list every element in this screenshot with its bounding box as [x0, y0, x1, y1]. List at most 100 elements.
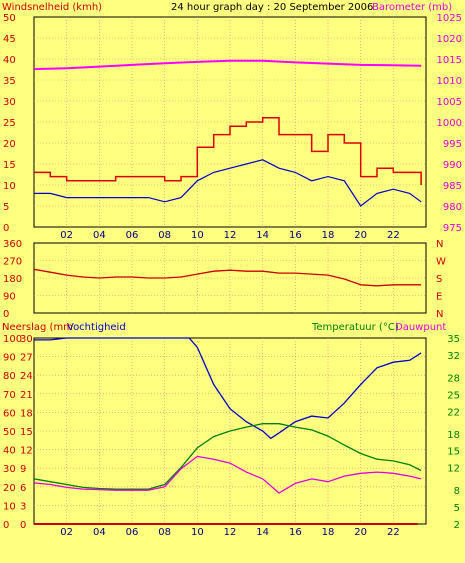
humidity-tick-label: 10 — [3, 501, 16, 512]
wind-axis-label: Windsnelheid (kmh) — [2, 2, 102, 13]
wind-tick-label: 20 — [3, 139, 16, 150]
series-layer — [33, 59, 422, 525]
compass-label: N — [436, 309, 443, 320]
barometer-tick-label: 975 — [443, 223, 462, 234]
barometer-line — [33, 59, 422, 71]
barometer-tick-label: 1000 — [437, 118, 462, 129]
wind-avg-line — [34, 159, 422, 207]
wind-tick-label: 5 — [3, 202, 9, 213]
rain-tick-label: 3 — [20, 501, 26, 512]
x-tick-label: 20 — [354, 527, 367, 538]
rain-tick-label: 12 — [20, 446, 33, 457]
humidity-tick-label: 0 — [3, 520, 9, 531]
direction-tick-label: 90 — [3, 292, 16, 303]
humidity-axis-label: Vochtigheid — [67, 322, 126, 333]
compass-label: S — [436, 274, 442, 285]
compass-label: N — [436, 239, 443, 250]
temperature-tick-label: 28 — [447, 373, 460, 384]
x-tick-label: 16 — [289, 230, 302, 241]
temperature-tick-label: 25 — [447, 390, 460, 401]
wind-tick-label: 10 — [3, 181, 16, 192]
barometer-tick-label: 990 — [443, 160, 462, 171]
humidity-tick-label: 30 — [3, 464, 16, 475]
humidity-tick-label: 40 — [3, 446, 16, 457]
humidity-tick-label: 60 — [3, 408, 16, 419]
humidity-tick-label: 70 — [3, 390, 16, 401]
temperature-axis-label: Temperatuur (°C) — [311, 322, 399, 333]
temperature-tick-label: 8 — [454, 486, 460, 497]
x-tick-label: 10 — [191, 230, 204, 241]
temperature-tick-label: 22 — [447, 407, 460, 418]
rain-tick-label: 9 — [20, 464, 26, 475]
temperature-tick-label: 18 — [447, 430, 460, 441]
dewpoint-axis-label: Dauwpunt — [395, 322, 446, 333]
x-tick-label: 08 — [158, 527, 171, 538]
axis-ticks: 0510152025303540455097598098599099510001… — [3, 13, 462, 538]
rain-axis-label: Neerslag (mm — [2, 322, 73, 333]
x-tick-label: 22 — [387, 527, 400, 538]
wind-tick-label: 0 — [3, 223, 9, 234]
barometer-tick-label: 995 — [443, 139, 462, 150]
wind-tick-label: 45 — [3, 34, 16, 45]
humidity-tick-label: 90 — [3, 353, 16, 364]
wind-tick-label: 50 — [3, 13, 16, 24]
wind-gust-line — [34, 117, 422, 185]
temperature-tick-label: 35 — [447, 334, 460, 345]
x-tick-label: 14 — [256, 527, 269, 538]
barometer-tick-label: 1005 — [437, 97, 462, 108]
x-tick-label: 16 — [289, 527, 302, 538]
rain-tick-label: 24 — [20, 371, 33, 382]
temperature-tick-label: 2 — [454, 520, 460, 531]
direction-tick-label: 0 — [3, 309, 9, 320]
x-tick-label: 18 — [322, 527, 335, 538]
grid-lines — [34, 17, 426, 524]
barometer-tick-label: 1025 — [437, 13, 462, 24]
wind-direction-line — [33, 268, 422, 287]
barometer-tick-label: 985 — [443, 181, 462, 192]
x-tick-label: 22 — [387, 230, 400, 241]
barometer-tick-label: 1015 — [437, 55, 462, 66]
temperature-tick-label: 12 — [447, 464, 460, 475]
barometer-axis-label: Barometer (mb) — [372, 2, 452, 13]
x-tick-label: 08 — [158, 230, 171, 241]
direction-tick-label: 270 — [3, 257, 22, 268]
x-tick-label: 18 — [322, 230, 335, 241]
rain-tick-label: 0 — [20, 520, 26, 531]
dewpoint-line — [33, 455, 422, 494]
rain-tick-label: 21 — [20, 390, 33, 401]
x-tick-label: 12 — [224, 527, 237, 538]
rain-tick-label: 30 — [20, 334, 33, 345]
wind-tick-label: 25 — [3, 118, 16, 129]
humidity-line — [34, 337, 422, 440]
compass-label: W — [436, 257, 446, 268]
x-tick-label: 02 — [60, 230, 73, 241]
x-tick-label: 02 — [60, 527, 73, 538]
x-tick-label: 20 — [354, 230, 367, 241]
humidity-tick-label: 20 — [3, 483, 16, 494]
temperature-line — [33, 423, 422, 490]
temperature-tick-label: 32 — [447, 351, 460, 362]
barometer-tick-label: 1010 — [437, 76, 462, 87]
wind-tick-label: 40 — [3, 55, 16, 66]
x-tick-label: 04 — [93, 527, 106, 538]
direction-tick-label: 180 — [3, 274, 22, 285]
x-tick-label: 14 — [256, 230, 269, 241]
x-tick-label: 10 — [191, 527, 204, 538]
humidity-tick-label: 100 — [3, 334, 22, 345]
x-tick-label: 04 — [93, 230, 106, 241]
chart-title: 24 hour graph day : 20 September 2006 — [171, 2, 373, 13]
rain-tick-label: 27 — [20, 353, 33, 364]
barometer-tick-label: 1020 — [437, 34, 462, 45]
temperature-tick-label: 15 — [447, 447, 460, 458]
rain-tick-label: 18 — [20, 408, 33, 419]
x-tick-label: 06 — [126, 230, 139, 241]
wind-tick-label: 30 — [3, 97, 16, 108]
humidity-tick-label: 50 — [3, 427, 16, 438]
wind-tick-label: 35 — [3, 76, 16, 87]
direction-tick-label: 360 — [3, 239, 22, 250]
wind-tick-label: 15 — [3, 160, 16, 171]
x-tick-label: 12 — [224, 230, 237, 241]
rain-tick-label: 15 — [20, 427, 33, 438]
